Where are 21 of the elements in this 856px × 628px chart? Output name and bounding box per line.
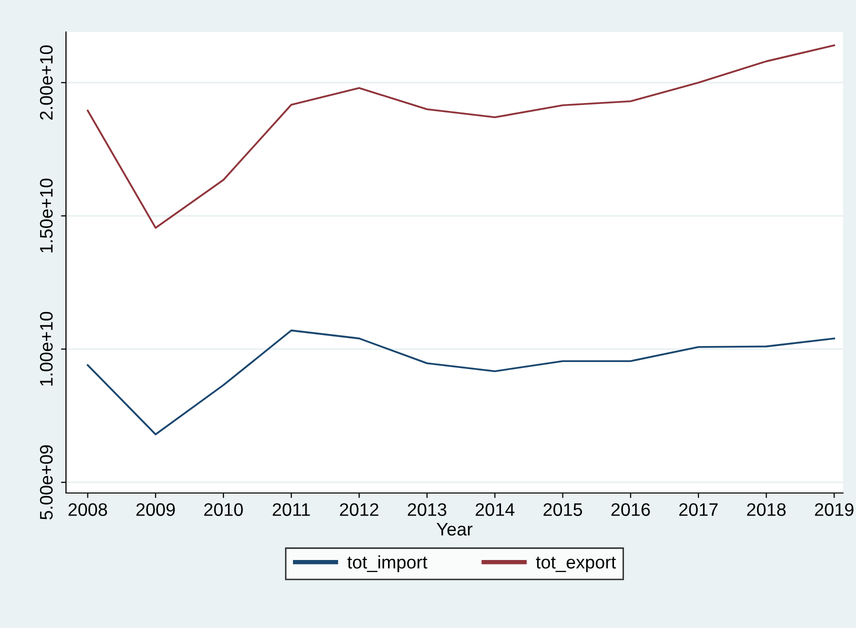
x-tick-label: 2014	[476, 503, 514, 516]
x-tick-label: 2017	[679, 503, 718, 516]
legend-label: tot_export	[536, 556, 616, 572]
x-axis-title: Year	[436, 522, 472, 536]
x-tick-label: 2013	[408, 503, 446, 516]
line-series	[86, 44, 836, 229]
y-tick-label: 1.50e+10	[40, 178, 53, 252]
x-tick-label: 2018	[747, 503, 786, 516]
y-tick-label: 2.00e+10	[40, 45, 53, 120]
x-tick-label: 2015	[544, 503, 582, 516]
x-tick-label: 2019	[815, 503, 854, 516]
x-tick-label: 2011	[272, 503, 310, 516]
x-tick-label: 2016	[611, 503, 650, 516]
x-tick-label: 2009	[136, 503, 175, 516]
x-tick-label: 2008	[68, 503, 108, 516]
x-tick-label: 2012	[340, 503, 378, 516]
line-series	[86, 330, 836, 436]
y-tick-label: 5.00e+09	[40, 445, 53, 520]
y-tick-label: 1.00e+10	[40, 312, 53, 386]
legend-label: tot_import	[347, 555, 428, 572]
x-tick-label: 2010	[204, 503, 243, 516]
